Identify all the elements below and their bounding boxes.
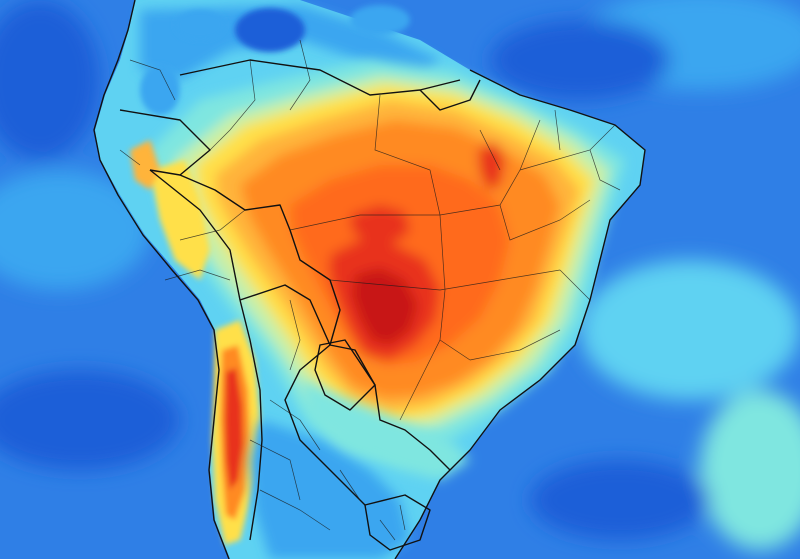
- north-blue-patches: [140, 5, 410, 115]
- uruguay-border: [364, 494, 431, 551]
- heat-layers: [150, 60, 625, 460]
- state-borders: [119, 39, 621, 541]
- chile-border: [239, 299, 263, 541]
- guyana-border: [419, 79, 481, 111]
- argentina-border: [284, 344, 366, 506]
- heat-dark-red: [352, 268, 418, 345]
- country-borders: [93, 0, 646, 559]
- bolivia-border: [239, 284, 331, 346]
- andes-heat: [130, 140, 260, 545]
- heat-red-northeast: [478, 142, 505, 190]
- coastline: [93, 0, 230, 559]
- brazil-border: [179, 174, 451, 471]
- venezuela-border: [179, 59, 461, 96]
- paraguay-border: [314, 339, 376, 411]
- peru-border: [149, 169, 241, 301]
- coastline-east: [394, 69, 646, 559]
